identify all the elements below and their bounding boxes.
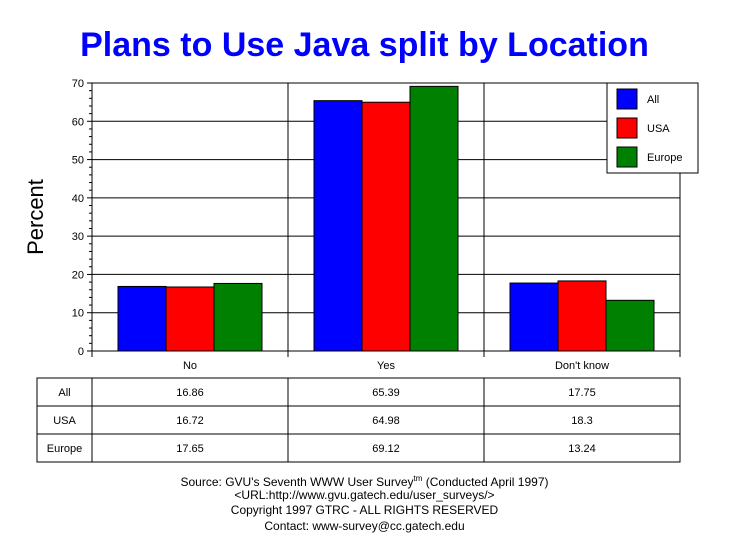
source-sup: tm [413, 474, 423, 483]
data-table-row-label: USA [53, 415, 76, 427]
legend-label-usa: USA [647, 123, 670, 135]
y-tick-label: 0 [78, 346, 84, 358]
data-table-frame [36, 377, 681, 463]
contact: Contact: www-survey@cc.gatech.edu [264, 519, 465, 533]
data-table-cell: 69.12 [372, 443, 400, 455]
source-suffix: (Conducted April 1997) [422, 475, 549, 489]
data-table-cell: 65.39 [372, 387, 400, 399]
y-tick-label: 40 [72, 193, 84, 205]
source-url: <URL:http://www.gvu.gatech.edu/user_surv… [234, 488, 495, 502]
data-table-cell: 17.75 [568, 387, 596, 399]
data-table-cell: 13.24 [568, 443, 596, 455]
bar-europe-1 [409, 85, 459, 352]
data-table-cell: 17.65 [176, 443, 204, 455]
bar-usa-2 [557, 280, 607, 352]
bar-usa-0 [165, 286, 215, 352]
bar-usa-1 [361, 101, 411, 352]
data-table-row-label: Europe [47, 443, 82, 455]
legend-swatch-europe [616, 146, 638, 168]
source-line: Source: GVU's Seventh WWW User Surveytm … [0, 474, 729, 489]
legend-swatch-all [616, 88, 638, 110]
y-tick-label: 30 [72, 231, 84, 243]
legend-swatch-usa [616, 117, 638, 139]
y-tick-label: 20 [72, 269, 84, 281]
legend-label-europe: Europe [647, 152, 682, 164]
chart-title: Plans to Use Java split by Location [80, 26, 649, 64]
y-tick-label: 50 [72, 155, 84, 167]
x-category-label: Yes [377, 360, 395, 372]
bar-all-1 [313, 100, 363, 352]
data-table-cell: 64.98 [372, 415, 400, 427]
x-category-label: Don't know [555, 360, 609, 372]
bar-europe-0 [213, 282, 263, 352]
copyright: Copyright 1997 GTRC - ALL RIGHTS RESERVE… [230, 503, 499, 517]
data-table-cell: 16.86 [176, 387, 204, 399]
legend-label-all: All [647, 94, 659, 106]
data-table-row-label: All [58, 387, 70, 399]
source-prefix: Source: GVU's Seventh WWW User Survey [180, 475, 414, 489]
bar-all-2 [509, 282, 559, 352]
x-category-label: No [183, 360, 197, 372]
bar-europe-2 [605, 299, 655, 352]
data-table-cell: 18.3 [571, 415, 592, 427]
y-tick-label: 10 [72, 308, 84, 320]
data-table-cell: 16.72 [176, 415, 204, 427]
y-tick-label: 70 [72, 78, 84, 90]
bar-all-0 [117, 285, 167, 352]
y-tick-label: 60 [72, 116, 84, 128]
